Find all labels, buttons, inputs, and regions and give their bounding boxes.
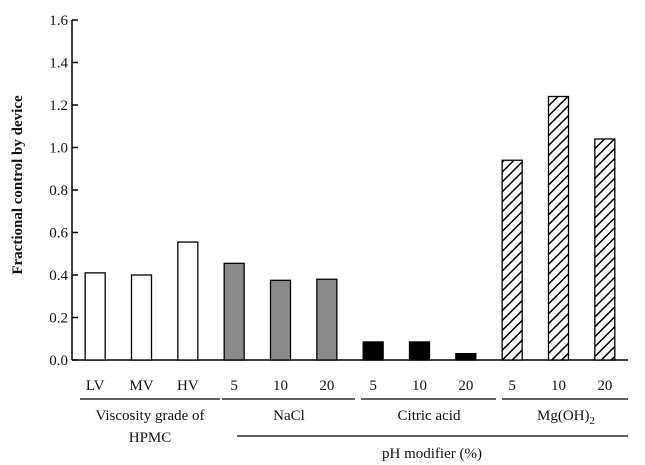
group-label: HPMC [129, 430, 172, 446]
x-tick-label: HV [177, 378, 199, 394]
y-tick-label: 0.2 [49, 311, 68, 327]
x-tick-label: 10 [412, 378, 427, 394]
y-axis-title: Fractional control by device [10, 95, 26, 275]
group-label: Citric acid [398, 408, 461, 424]
x-tick-label: 5 [230, 378, 238, 394]
x-tick-label: MV [129, 378, 153, 394]
x-tick-label: 20 [597, 378, 612, 394]
group-label: NaCl [273, 408, 305, 424]
bar [594, 138, 616, 361]
group-label: Viscosity grade of [95, 408, 204, 424]
x-tick-label: LV [86, 378, 105, 394]
y-tick-label: 1.6 [49, 13, 68, 29]
group-label-subscript: 2 [590, 415, 596, 427]
y-tick-label: 0.0 [49, 353, 68, 369]
y-tick-label: 0.6 [49, 226, 68, 242]
bar [223, 262, 245, 361]
group-label: Mg(OH)2 [537, 408, 595, 427]
bar [362, 341, 384, 361]
y-tick-label: 0.8 [49, 183, 68, 199]
bar [501, 159, 523, 361]
group-label-main: Mg(OH) [537, 408, 590, 424]
bar [177, 241, 199, 361]
x-tick-label: 10 [551, 378, 566, 394]
y-tick-label: 1.2 [49, 98, 68, 114]
bar [84, 272, 106, 361]
bars [84, 95, 616, 361]
bar [547, 95, 570, 361]
bar [316, 278, 338, 361]
x-tick-label: 5 [369, 378, 377, 394]
y-tick-label: 1.0 [49, 141, 68, 157]
super-group-label: pH modifier (%) [382, 446, 482, 462]
bar [455, 352, 477, 361]
x-tick-label: 10 [273, 378, 288, 394]
bar [408, 341, 431, 361]
y-tick-label: 1.4 [49, 56, 68, 72]
y-axis: 0.0 0.2 0.4 0.6 0.8 1.0 1.2 1.4 1.6 [49, 13, 78, 369]
group-labels: Viscosity grade of HPMC NaCl Citric acid Mg(… [80, 398, 628, 462]
x-tick-label: 20 [458, 378, 473, 394]
x-tick-label: 5 [508, 378, 516, 394]
category-labels: LV MV HV 5 10 20 5 10 20 5 10 20 [86, 378, 612, 394]
bar [130, 274, 153, 361]
y-tick-label: 0.4 [49, 268, 68, 284]
x-tick-label: 20 [319, 378, 334, 394]
bar [269, 279, 292, 361]
